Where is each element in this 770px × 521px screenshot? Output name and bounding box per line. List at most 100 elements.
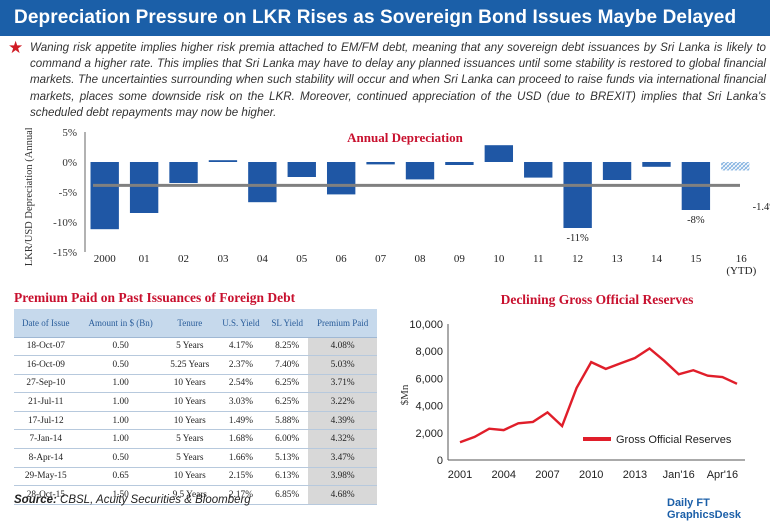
table-cell: 5 Years — [163, 429, 216, 450]
depreciation-bar — [445, 162, 474, 165]
column-header: Amount in $ (Bn) — [77, 309, 164, 338]
table-cell: 6.25% — [266, 374, 309, 394]
column-header: Tenure — [163, 309, 216, 338]
depreciation-bar — [563, 162, 592, 228]
table-row: 7-Jan-14 1.00 5 Years 1.68% 6.00% 4.32% — [14, 429, 377, 450]
reserves-chart: 0 2,000 4,000 6,000 8,000 10,000 2001 2004 2007 2… — [400, 292, 745, 481]
table-cell: 3.22% — [308, 392, 377, 412]
annual-depreciation-chart: 5% 0% -5% -10% -15% 2000 01 02 03 04 05 06 07 08 09 10… — [24, 128, 770, 277]
column-header: SL Yield — [266, 309, 309, 338]
column-header: Premium Paid — [308, 309, 377, 338]
x-tick-label: 2001 — [448, 469, 472, 481]
table-cell: 16-Oct-09 — [14, 355, 78, 375]
y-tick-label: 4,000 — [415, 401, 443, 413]
table-cell: 28-Oct-15 — [14, 485, 78, 505]
x-tick-label: 04 — [257, 253, 269, 265]
depreciation-bar — [248, 162, 277, 203]
y-tick-label: 2,000 — [415, 428, 443, 440]
x-tick-label: Apr'16 — [707, 469, 738, 481]
x-tick-label: Jan'16 — [663, 469, 695, 481]
table-cell: 5.13% — [266, 448, 309, 468]
intro-text: Waning risk appetite implies higher risk… — [30, 41, 766, 119]
table-cell: 5.03% — [308, 355, 377, 375]
depreciation-bar — [524, 162, 553, 178]
y-tick-label: -10% — [53, 217, 77, 229]
depreciation-bar — [129, 162, 159, 213]
table-cell: 1.00 — [77, 392, 164, 412]
x-tick-label: 2013 — [623, 469, 647, 481]
brand-logo: Daily FT GraphicsDesk — [667, 497, 741, 521]
debt-table: Date of Issue Amount in $ (Bn) Tenure U.S. … — [14, 309, 377, 505]
x-tick-label: 2000 — [94, 253, 117, 265]
table-row: 29-May-15 0.65 10 Years 2.15% 6.13% 3.98% — [14, 467, 377, 487]
x-tick-label: 02 — [178, 253, 189, 265]
table-cell: 0.50 — [77, 448, 164, 468]
table-cell: 10 Years — [163, 467, 216, 487]
x-tick-label: 12 — [572, 253, 583, 265]
y-tick-label: 10,000 — [409, 319, 443, 331]
table-cell: 2.37% — [215, 355, 266, 375]
table-cell: 1.00 — [77, 411, 164, 431]
y-tick-label: 8,000 — [415, 346, 443, 358]
depreciation-bar — [366, 162, 395, 165]
table-cell: 0.50 — [77, 355, 164, 375]
table-cell: 2.54% — [215, 374, 266, 394]
table-cell: 1.50 — [77, 485, 164, 505]
x-tick-label: 09 — [454, 253, 466, 265]
column-header: Date of Issue — [14, 309, 78, 338]
star-icon: ★ — [8, 38, 24, 57]
x-tick-label: 2007 — [535, 469, 559, 481]
depreciation-bar — [642, 162, 671, 167]
annual-depreciation-title: Annual Depreciation — [347, 130, 463, 145]
table-cell: 27-Sep-10 — [14, 374, 78, 394]
table-cell: 5 Years — [163, 337, 216, 357]
x-tick-label: 11 — [533, 253, 544, 265]
x-tick-label: 03 — [217, 253, 229, 265]
table-cell: 4.39% — [308, 411, 377, 431]
x-tick-label: 06 — [336, 253, 348, 265]
table-row: 17-Jul-12 1.00 10 Years 1.49% 5.88% 4.39% — [14, 411, 377, 431]
reserves-legend-label: Gross Official Reserves — [616, 434, 732, 446]
table-cell: 1.00 — [77, 429, 164, 450]
table-cell: 6.00% — [266, 429, 309, 450]
depreciation-bar — [287, 162, 316, 177]
table-cell: 3.98% — [308, 467, 377, 487]
x-tick-label: 10 — [493, 253, 505, 265]
page-title: Depreciation Pressure on LKR Rises as So… — [0, 0, 770, 36]
x-tick-label: 08 — [415, 253, 427, 265]
debt-table-title: Premium Paid on Past Issuances of Foreig… — [14, 290, 296, 305]
x-tick-label: 07 — [375, 253, 387, 265]
table-row: 16-Oct-09 0.50 5.25 Years 2.37% 7.40% 5.03% — [14, 355, 377, 375]
table-cell: 18-Oct-07 — [14, 337, 78, 357]
x-tick-label: 05 — [296, 253, 308, 265]
y-tick-label: 0 — [437, 455, 443, 467]
x-tick-label: 15 — [690, 253, 702, 265]
table-cell: 1.49% — [215, 411, 266, 431]
data-label: -1.4% — [753, 202, 770, 213]
depreciation-bar — [484, 145, 514, 162]
x-tick-label: 14 — [651, 253, 663, 265]
depreciation-bar — [721, 162, 750, 171]
reserves-ylabel: $Mn — [400, 384, 411, 405]
y-tick-label: 5% — [62, 128, 77, 139]
table-cell: 0.50 — [77, 337, 164, 357]
table-cell: 1.66% — [215, 448, 266, 468]
table-row: 8-Apr-14 0.50 5 Years 1.66% 5.13% 3.47% — [14, 448, 377, 468]
table-cell: 29-May-15 — [14, 467, 78, 487]
table-row: 27-Sep-10 1.00 10 Years 2.54% 6.25% 3.71% — [14, 374, 377, 394]
table-cell: 10 Years — [163, 374, 216, 394]
reserves-line — [459, 347, 738, 444]
table-cell: 21-Jul-11 — [14, 392, 78, 412]
y-tick-label: -5% — [59, 187, 77, 199]
table-cell: 7-Jan-14 — [14, 429, 78, 450]
table-cell: 5.88% — [266, 411, 309, 431]
table-cell: 2.15% — [215, 467, 266, 487]
table-cell: 4.08% — [308, 337, 377, 357]
table-cell: 1.00 — [77, 374, 164, 394]
table-cell: 3.03% — [215, 392, 266, 412]
annual-depreciation-ylabel: LKR/USD Depreciation (Annual) — [24, 128, 35, 266]
depreciation-bar — [169, 162, 198, 183]
table-cell: 10 Years — [163, 392, 216, 412]
table-cell: 7.40% — [266, 355, 309, 375]
table-cell: 1.68% — [215, 429, 266, 450]
